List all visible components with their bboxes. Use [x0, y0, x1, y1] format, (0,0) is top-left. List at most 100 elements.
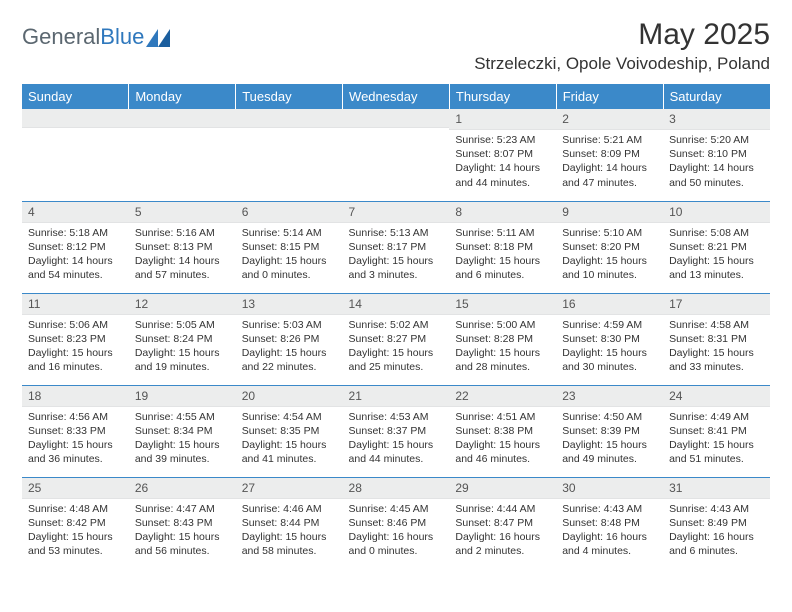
day-number: 25 [22, 478, 129, 499]
day-cell: 29Sunrise: 4:44 AMSunset: 8:47 PMDayligh… [449, 477, 556, 569]
sunset-text: Sunset: 8:18 PM [455, 240, 550, 254]
brand-part2: Blue [100, 24, 144, 50]
sunrise-text: Sunrise: 4:43 AM [669, 502, 764, 516]
sunset-text: Sunset: 8:13 PM [135, 240, 230, 254]
day-info: Sunrise: 5:18 AMSunset: 8:12 PMDaylight:… [22, 223, 129, 287]
day-cell: 15Sunrise: 5:00 AMSunset: 8:28 PMDayligh… [449, 293, 556, 385]
daylight-text: Daylight: 15 hours and 16 minutes. [28, 346, 123, 374]
day-info: Sunrise: 5:21 AMSunset: 8:09 PMDaylight:… [556, 130, 663, 194]
day-info: Sunrise: 5:14 AMSunset: 8:15 PMDaylight:… [236, 223, 343, 287]
sunrise-text: Sunrise: 4:55 AM [135, 410, 230, 424]
day-cell: 10Sunrise: 5:08 AMSunset: 8:21 PMDayligh… [663, 201, 770, 293]
day-info: Sunrise: 5:02 AMSunset: 8:27 PMDaylight:… [343, 315, 450, 379]
daylight-text: Daylight: 15 hours and 0 minutes. [242, 254, 337, 282]
day-cell: 21Sunrise: 4:53 AMSunset: 8:37 PMDayligh… [343, 385, 450, 477]
sunrise-text: Sunrise: 4:43 AM [562, 502, 657, 516]
day-info: Sunrise: 4:47 AMSunset: 8:43 PMDaylight:… [129, 499, 236, 563]
day-number [22, 109, 129, 128]
day-number: 9 [556, 202, 663, 223]
day-cell: 25Sunrise: 4:48 AMSunset: 8:42 PMDayligh… [22, 477, 129, 569]
daylight-text: Daylight: 16 hours and 2 minutes. [455, 530, 550, 558]
sunrise-text: Sunrise: 4:47 AM [135, 502, 230, 516]
sunset-text: Sunset: 8:09 PM [562, 147, 657, 161]
sunrise-text: Sunrise: 5:05 AM [135, 318, 230, 332]
day-cell: 26Sunrise: 4:47 AMSunset: 8:43 PMDayligh… [129, 477, 236, 569]
sunset-text: Sunset: 8:30 PM [562, 332, 657, 346]
day-cell: 7Sunrise: 5:13 AMSunset: 8:17 PMDaylight… [343, 201, 450, 293]
day-number: 4 [22, 202, 129, 223]
day-info: Sunrise: 5:16 AMSunset: 8:13 PMDaylight:… [129, 223, 236, 287]
col-monday: Monday [129, 84, 236, 109]
daylight-text: Daylight: 15 hours and 19 minutes. [135, 346, 230, 374]
sunset-text: Sunset: 8:43 PM [135, 516, 230, 530]
daylight-text: Daylight: 14 hours and 44 minutes. [455, 161, 550, 189]
sunset-text: Sunset: 8:24 PM [135, 332, 230, 346]
daylight-text: Daylight: 15 hours and 41 minutes. [242, 438, 337, 466]
day-number: 11 [22, 294, 129, 315]
day-cell: 17Sunrise: 4:58 AMSunset: 8:31 PMDayligh… [663, 293, 770, 385]
daylight-text: Daylight: 14 hours and 57 minutes. [135, 254, 230, 282]
sunrise-text: Sunrise: 5:20 AM [669, 133, 764, 147]
sunset-text: Sunset: 8:20 PM [562, 240, 657, 254]
week-row: 11Sunrise: 5:06 AMSunset: 8:23 PMDayligh… [22, 293, 770, 385]
col-sunday: Sunday [22, 84, 129, 109]
day-number: 16 [556, 294, 663, 315]
sunrise-text: Sunrise: 4:45 AM [349, 502, 444, 516]
week-row: 1Sunrise: 5:23 AMSunset: 8:07 PMDaylight… [22, 109, 770, 201]
header: GeneralBlue May 2025 Strzeleczki, Opole … [22, 18, 770, 80]
day-cell: 6Sunrise: 5:14 AMSunset: 8:15 PMDaylight… [236, 201, 343, 293]
day-info: Sunrise: 5:00 AMSunset: 8:28 PMDaylight:… [449, 315, 556, 379]
day-cell: 2Sunrise: 5:21 AMSunset: 8:09 PMDaylight… [556, 109, 663, 201]
day-cell: 20Sunrise: 4:54 AMSunset: 8:35 PMDayligh… [236, 385, 343, 477]
day-number: 6 [236, 202, 343, 223]
day-number: 2 [556, 109, 663, 130]
sunset-text: Sunset: 8:47 PM [455, 516, 550, 530]
day-info: Sunrise: 4:46 AMSunset: 8:44 PMDaylight:… [236, 499, 343, 563]
sunset-text: Sunset: 8:34 PM [135, 424, 230, 438]
sunset-text: Sunset: 8:31 PM [669, 332, 764, 346]
sunset-text: Sunset: 8:10 PM [669, 147, 764, 161]
day-cell: 28Sunrise: 4:45 AMSunset: 8:46 PMDayligh… [343, 477, 450, 569]
day-number: 15 [449, 294, 556, 315]
sunrise-text: Sunrise: 5:10 AM [562, 226, 657, 240]
sunset-text: Sunset: 8:42 PM [28, 516, 123, 530]
col-tuesday: Tuesday [236, 84, 343, 109]
week-row: 18Sunrise: 4:56 AMSunset: 8:33 PMDayligh… [22, 385, 770, 477]
sunrise-text: Sunrise: 4:49 AM [669, 410, 764, 424]
day-cell: 16 Sunrise: 4:59 AMSunset: 8:30 PMDayligh… [556, 293, 663, 385]
calendar-table: Sunday Monday Tuesday Wednesday Thursday… [22, 84, 770, 569]
day-number: 22 [449, 386, 556, 407]
sunrise-text: Sunrise: 4:59 AM [562, 318, 657, 332]
day-cell: 3Sunrise: 5:20 AMSunset: 8:10 PMDaylight… [663, 109, 770, 201]
daylight-text: Daylight: 15 hours and 44 minutes. [349, 438, 444, 466]
daylight-text: Daylight: 15 hours and 58 minutes. [242, 530, 337, 558]
day-info: Sunrise: 5:11 AMSunset: 8:18 PMDaylight:… [449, 223, 556, 287]
daylight-text: Daylight: 15 hours and 6 minutes. [455, 254, 550, 282]
day-cell [343, 109, 450, 201]
day-info: Sunrise: 4:49 AMSunset: 8:41 PMDaylight:… [663, 407, 770, 471]
day-number [129, 109, 236, 128]
day-number: 7 [343, 202, 450, 223]
day-number [343, 109, 450, 128]
sunrise-text: Sunrise: 5:23 AM [455, 133, 550, 147]
sunset-text: Sunset: 8:33 PM [28, 424, 123, 438]
sunset-text: Sunset: 8:12 PM [28, 240, 123, 254]
day-info: Sunrise: 5:08 AMSunset: 8:21 PMDaylight:… [663, 223, 770, 287]
daylight-text: Daylight: 15 hours and 30 minutes. [562, 346, 657, 374]
day-cell: 4Sunrise: 5:18 AMSunset: 8:12 PMDaylight… [22, 201, 129, 293]
day-cell: 1Sunrise: 5:23 AMSunset: 8:07 PMDaylight… [449, 109, 556, 201]
daylight-text: Daylight: 16 hours and 6 minutes. [669, 530, 764, 558]
day-cell: 13Sunrise: 5:03 AMSunset: 8:26 PMDayligh… [236, 293, 343, 385]
day-number: 31 [663, 478, 770, 499]
sunrise-text: Sunrise: 5:14 AM [242, 226, 337, 240]
col-saturday: Saturday [663, 84, 770, 109]
sunrise-text: Sunrise: 4:54 AM [242, 410, 337, 424]
day-cell: 30Sunrise: 4:43 AMSunset: 8:48 PMDayligh… [556, 477, 663, 569]
day-number: 12 [129, 294, 236, 315]
daylight-text: Daylight: 15 hours and 49 minutes. [562, 438, 657, 466]
day-number: 26 [129, 478, 236, 499]
day-info: Sunrise: 4:44 AMSunset: 8:47 PMDaylight:… [449, 499, 556, 563]
day-cell: 24Sunrise: 4:49 AMSunset: 8:41 PMDayligh… [663, 385, 770, 477]
day-number: 3 [663, 109, 770, 130]
sunrise-text: Sunrise: 5:11 AM [455, 226, 550, 240]
